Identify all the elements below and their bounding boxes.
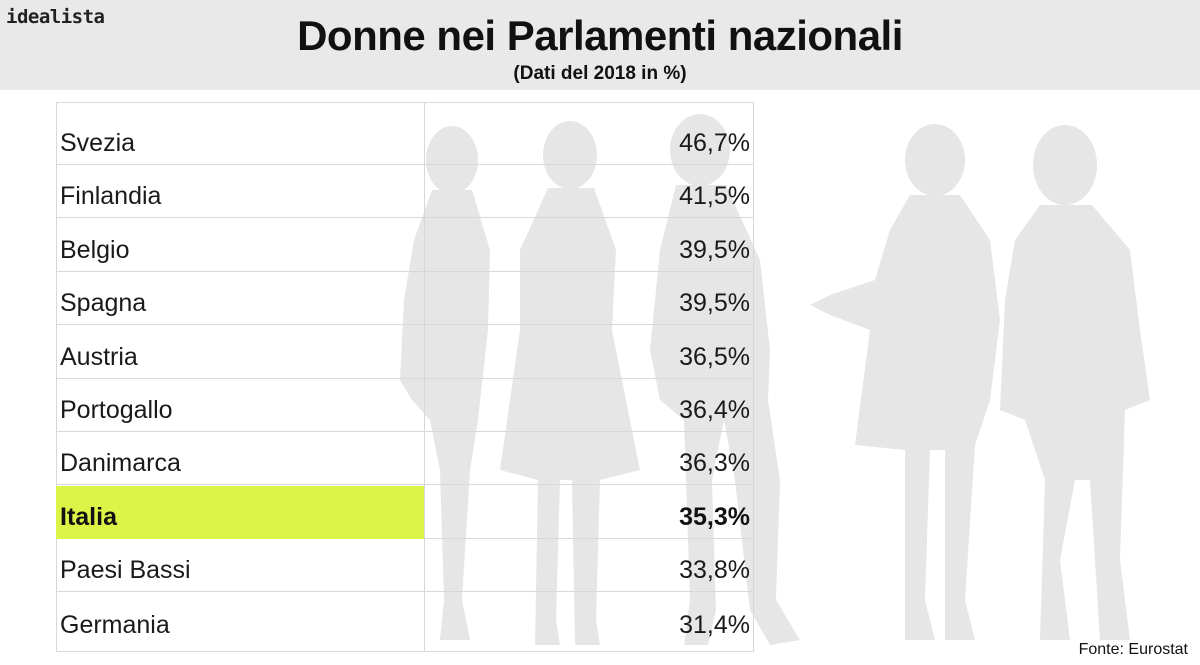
row-value: 46,7% (679, 129, 750, 157)
row-country: Belgio (60, 235, 130, 264)
source-note: Fonte: Eurostat (1078, 641, 1188, 658)
silhouette-figure-5 (1000, 125, 1150, 640)
chart-subtitle: (Dati del 2018 in %) (513, 63, 687, 84)
table-row: Danimarca 36,3% (56, 432, 754, 486)
row-country: Italia (60, 502, 117, 531)
header-band: idealista Donne nei Parlamenti nazionali… (0, 0, 1200, 90)
silhouette-figure-2 (500, 121, 640, 645)
silhouette-figure-4 (810, 124, 1000, 640)
row-value: 31,4% (679, 610, 750, 639)
row-value: 33,8% (679, 556, 750, 585)
row-value: 39,5% (679, 235, 750, 264)
row-value: 36,5% (679, 342, 750, 371)
table-row: Italia 35,3% (56, 485, 754, 539)
table-row: Finlandia 41,5% (56, 165, 754, 219)
highlight-background (56, 485, 424, 539)
row-country: Portogallo (60, 396, 173, 424)
row-country: Svezia (60, 129, 136, 157)
row-value: 36,3% (679, 449, 750, 478)
data-table (56, 102, 754, 652)
table-row: Paesi Bassi 33,8% (56, 539, 754, 593)
row-value: 35,3% (679, 502, 750, 531)
row-country: Paesi Bassi (60, 556, 191, 585)
table-row: Svezia 46,7% (56, 112, 754, 165)
silhouette-figure-3 (650, 114, 800, 645)
row-country: Finlandia (60, 182, 162, 211)
row-country: Danimarca (60, 449, 181, 478)
table-row: Belgio 39,5% (56, 219, 754, 272)
brand-logo: idealista (6, 6, 105, 28)
row-country: Germania (60, 610, 170, 639)
table-row: Austria 36,5% (56, 326, 754, 379)
row-value: 41,5% (679, 182, 750, 211)
table-row: Portogallo 36,4% (56, 379, 754, 432)
table-row: Germania 31,4% (56, 593, 754, 646)
table-row: Spagna 39,5% (56, 272, 754, 326)
row-value: 39,5% (679, 289, 750, 318)
silhouette-figure-1 (400, 126, 490, 640)
row-country: Austria (60, 342, 138, 371)
chart-title: Donne nei Parlamenti nazionali (297, 12, 903, 59)
row-value: 36,4% (679, 396, 750, 424)
column-divider (424, 102, 425, 652)
row-country: Spagna (60, 289, 147, 318)
